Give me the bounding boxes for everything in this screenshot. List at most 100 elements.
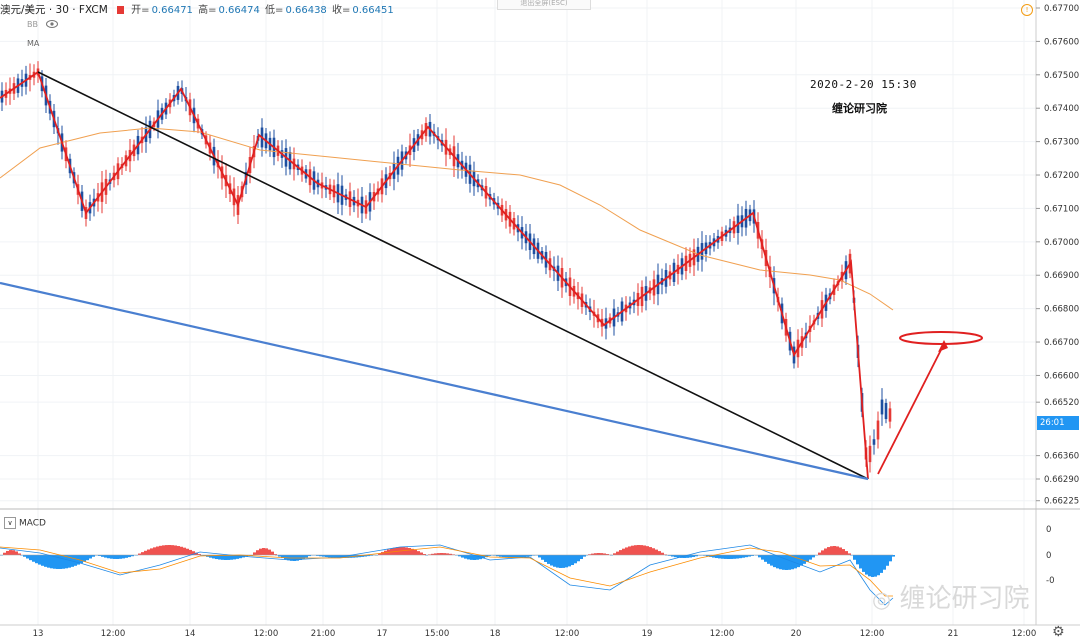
macd-histogram-bar xyxy=(758,555,761,558)
macd-histogram-bar xyxy=(80,555,83,564)
macd-histogram-bar xyxy=(529,555,532,557)
macd-histogram-bar xyxy=(553,555,556,567)
macd-histogram-bar xyxy=(239,555,242,559)
macd-histogram-bar xyxy=(597,553,600,555)
macd-histogram-bar xyxy=(848,553,851,555)
macd-histogram-bar xyxy=(736,555,739,559)
macd-tick-label: 0 xyxy=(1046,551,1051,561)
macd-histogram-bar xyxy=(767,555,770,564)
time-tick-label: 19 xyxy=(642,629,653,639)
macd-histogram-bar xyxy=(565,555,568,568)
macd-histogram-bar xyxy=(544,555,547,562)
macd-histogram-bar xyxy=(153,547,156,555)
macd-histogram-bar xyxy=(162,545,165,555)
macd-histogram-bar xyxy=(751,555,754,556)
macd-histogram-bar xyxy=(431,553,434,555)
macd-histogram-bar xyxy=(661,552,664,555)
macd-histogram-bar xyxy=(299,555,302,561)
macd-histogram-bar xyxy=(865,555,868,575)
macd-histogram-bar xyxy=(782,555,785,570)
macd-histogram-bar xyxy=(712,555,715,558)
annotation-source: 缠论研习院 xyxy=(832,102,887,115)
macd-histogram-bar xyxy=(302,555,305,559)
macd-histogram-bar xyxy=(745,555,748,558)
macd-histogram-bar xyxy=(110,555,113,559)
macd-histogram-bar xyxy=(698,555,701,556)
signal-line xyxy=(0,546,893,597)
macd-histogram-bar xyxy=(600,553,603,555)
collapse-icon[interactable]: ∨ xyxy=(4,517,16,529)
macd-histogram-bar xyxy=(606,554,609,555)
open-label: 开= xyxy=(131,5,150,16)
exit-fullscreen-hint[interactable]: 退出全屏(ESC) xyxy=(497,0,591,10)
macd-histogram-bar xyxy=(724,555,727,559)
macd-histogram-bar xyxy=(550,555,553,566)
time-tick-label: 21 xyxy=(948,629,959,639)
macd-histogram-bar xyxy=(514,555,517,558)
macd-histogram-bar xyxy=(116,555,119,559)
macd-histogram-bar xyxy=(319,555,322,557)
macd-histogram-bar xyxy=(203,555,206,556)
macd-histogram-bar xyxy=(420,552,423,555)
gear-icon[interactable]: ⚙ xyxy=(1052,624,1065,640)
bb-indicator-label[interactable]: BB xyxy=(27,20,38,29)
price-tick-label: 0.67400 xyxy=(1044,104,1079,114)
macd-histogram-bar xyxy=(346,555,349,558)
macd-histogram-bar xyxy=(32,555,35,562)
macd-histogram-bar xyxy=(643,545,646,555)
macd-histogram-bar xyxy=(470,555,473,560)
macd-histogram-bar xyxy=(739,555,742,559)
macd-histogram-bar xyxy=(806,555,809,562)
macd-histogram-bar xyxy=(367,555,370,557)
macd-histogram-bar xyxy=(556,555,559,568)
low-label: 低= xyxy=(265,5,284,16)
macd-histogram-bar xyxy=(779,555,782,570)
macd-histogram-bar xyxy=(74,555,77,566)
price-tick-label: 0.66290 xyxy=(1044,475,1079,485)
price-tick-label: 0.67100 xyxy=(1044,204,1079,214)
macd-histogram-bar xyxy=(26,555,29,559)
macd-histogram-bar xyxy=(646,546,649,555)
macd-histogram-bar xyxy=(68,555,71,568)
macd-histogram-bar xyxy=(156,546,159,555)
macd-histogram-bar xyxy=(634,545,637,555)
macd-histogram-bar xyxy=(664,554,667,555)
macd-histogram-bar xyxy=(668,555,671,556)
macd-histogram-bar xyxy=(44,555,47,567)
macd-histogram-bar xyxy=(499,555,502,557)
macd-histogram-bar xyxy=(233,555,236,560)
macd-histogram-bar xyxy=(674,555,677,558)
time-tick-label: 15:00 xyxy=(425,629,450,639)
ma-indicator-label[interactable]: MA xyxy=(27,39,40,48)
symbol-title[interactable]: 澳元/美元 · 30 · FXCM xyxy=(0,4,108,16)
macd-histogram-bar xyxy=(473,555,476,560)
macd-histogram-bar xyxy=(23,555,26,557)
macd-histogram-bar xyxy=(9,550,12,555)
macd-histogram-bar xyxy=(622,548,625,555)
macd-histogram-bar xyxy=(827,547,830,555)
macd-histogram-bar xyxy=(562,555,565,568)
macd-histogram-bar xyxy=(721,555,724,559)
macd-histogram-bar xyxy=(89,555,92,559)
macd-pane-label[interactable]: ∨ MACD xyxy=(4,517,46,529)
macd-histogram-bar xyxy=(417,551,420,555)
price-tick-label: 0.67200 xyxy=(1044,171,1079,181)
time-tick-label: 12:00 xyxy=(860,629,885,639)
macd-histogram-bar xyxy=(378,553,381,555)
macd-histogram-bar xyxy=(174,545,177,555)
macd-histogram-bar xyxy=(141,552,144,555)
alert-icon[interactable]: ! xyxy=(1021,4,1033,16)
macd-histogram-bar xyxy=(788,555,791,570)
macd-histogram-bar xyxy=(862,555,865,572)
macd-histogram-bar xyxy=(559,555,562,568)
macd-histogram-bar xyxy=(119,555,122,559)
macd-histogram-bar xyxy=(791,555,794,570)
macd-histogram-bar xyxy=(511,555,514,558)
macd-histogram-bar xyxy=(493,555,496,556)
black-trendline xyxy=(37,71,869,480)
time-tick-label: 12:00 xyxy=(555,629,580,639)
macd-histogram-bar xyxy=(637,545,640,555)
eye-icon[interactable] xyxy=(46,19,58,29)
